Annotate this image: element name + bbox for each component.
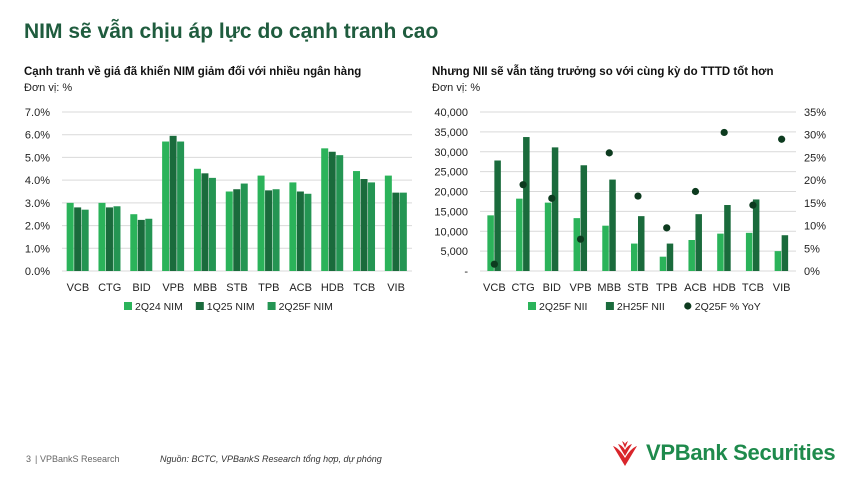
bar bbox=[353, 171, 361, 271]
x-tick-label: TCB bbox=[353, 282, 375, 294]
left-chart-title: Cạnh tranh về giá đã khiến NIM giảm đối … bbox=[24, 66, 362, 78]
y-tick-label: 7.0% bbox=[25, 107, 50, 119]
bar bbox=[113, 206, 121, 271]
left-chart-unit: Đơn vị: % bbox=[24, 82, 73, 94]
legend-swatch bbox=[267, 302, 276, 310]
legend-label: 2Q25F NIM bbox=[279, 301, 333, 313]
bar bbox=[137, 219, 145, 271]
x-tick-label: HDB bbox=[321, 282, 344, 294]
bar bbox=[321, 148, 329, 271]
bar bbox=[336, 155, 344, 271]
right-chart-unit: Đơn vị: % bbox=[432, 82, 481, 94]
bar bbox=[296, 191, 304, 271]
bar bbox=[240, 183, 248, 271]
bar bbox=[74, 207, 82, 271]
bar bbox=[304, 193, 312, 271]
x-tick-label: MBB bbox=[193, 282, 217, 294]
footer-brand: VPBankS Research bbox=[40, 454, 120, 464]
bar bbox=[233, 189, 241, 271]
bar bbox=[66, 202, 74, 271]
bar bbox=[272, 189, 280, 271]
bar bbox=[265, 190, 273, 271]
legend-label: 2Q24 NIM bbox=[135, 301, 183, 313]
x-tick-label: VIB bbox=[387, 282, 405, 294]
legend-label: 1Q25 NIM bbox=[207, 301, 255, 313]
bar bbox=[145, 218, 153, 271]
vpbank-logo-icon bbox=[613, 441, 637, 466]
y-tick-label: 6.0% bbox=[25, 130, 50, 142]
bar bbox=[399, 192, 407, 271]
y-tick-label: 2.0% bbox=[25, 221, 50, 233]
x-tick-label: BID bbox=[132, 282, 150, 294]
bar bbox=[98, 202, 106, 271]
bar bbox=[105, 207, 113, 271]
legend-swatch bbox=[195, 302, 204, 310]
logo-text: VPBank Securities bbox=[646, 440, 836, 465]
bar bbox=[169, 135, 177, 271]
page-title: NIM sẽ vẫn chịu áp lực do cạnh tranh cao bbox=[24, 20, 439, 43]
y-tick-label: 0.0% bbox=[25, 266, 50, 278]
x-tick-label: STB bbox=[226, 282, 247, 294]
y-tick-label: 1.0% bbox=[25, 243, 50, 255]
right-chart-title: Nhưng NII sẽ vẫn tăng trưởng so với cùng… bbox=[432, 66, 774, 78]
bar bbox=[130, 214, 138, 271]
bar bbox=[360, 179, 368, 271]
bar bbox=[162, 141, 170, 271]
y-tick-label: 5.0% bbox=[25, 152, 50, 164]
y-tick-label: 3.0% bbox=[25, 198, 50, 210]
bar bbox=[392, 192, 400, 271]
bar bbox=[193, 168, 201, 271]
source-note: Nguồn: BCTC, VPBankS Research tổng hợp, … bbox=[160, 454, 382, 464]
x-tick-label: CTG bbox=[98, 282, 121, 294]
vpbank-securities-logo: VPBank Securities bbox=[610, 436, 836, 470]
bar bbox=[257, 175, 265, 271]
bar bbox=[81, 209, 89, 271]
page-number: 3 bbox=[26, 454, 32, 464]
x-tick-label: TPB bbox=[258, 282, 279, 294]
x-tick-label: VPB bbox=[162, 282, 184, 294]
bar bbox=[225, 191, 233, 271]
bar bbox=[177, 141, 185, 271]
bar bbox=[328, 151, 336, 271]
footer-separator: | bbox=[35, 454, 38, 464]
bar bbox=[384, 175, 392, 271]
y-tick-label: 4.0% bbox=[25, 175, 50, 187]
legend-swatch bbox=[124, 302, 132, 310]
bar bbox=[289, 182, 297, 271]
x-tick-label: ACB bbox=[289, 282, 312, 294]
bar bbox=[368, 182, 376, 271]
bar bbox=[201, 173, 209, 271]
bar bbox=[208, 177, 216, 271]
x-tick-label: VCB bbox=[67, 282, 90, 294]
